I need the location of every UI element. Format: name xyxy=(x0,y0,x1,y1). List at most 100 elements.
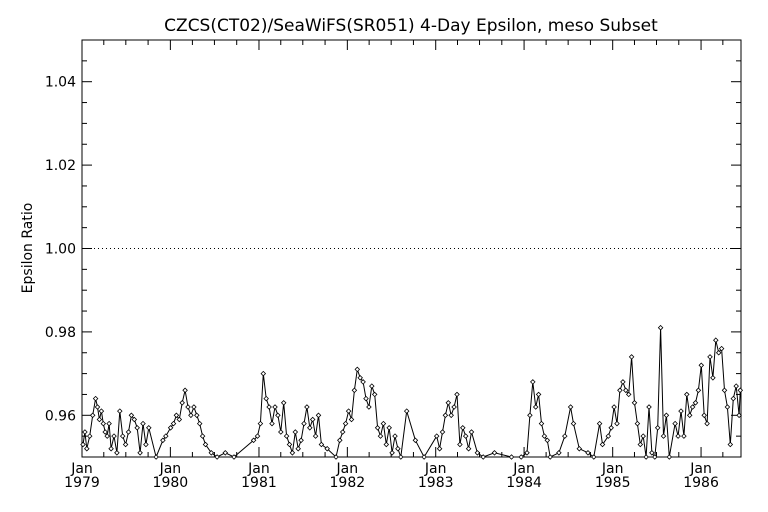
data-point xyxy=(301,420,307,427)
y-tick-label: 0.96 xyxy=(45,408,76,424)
data-point xyxy=(202,441,209,448)
data-point xyxy=(421,454,427,460)
data-point xyxy=(462,433,469,439)
data-point xyxy=(657,324,664,331)
data-point xyxy=(625,391,632,398)
data-point xyxy=(675,433,681,439)
x-tick-month-label: Jan xyxy=(601,461,624,477)
data-point xyxy=(125,429,132,435)
data-point xyxy=(530,379,536,385)
data-point xyxy=(386,425,392,431)
data-point xyxy=(143,441,149,448)
x-tick-year-label: 1982 xyxy=(330,475,366,491)
data-point xyxy=(263,395,269,402)
data-point xyxy=(360,379,366,385)
data-point xyxy=(128,412,135,419)
data-point xyxy=(663,412,670,419)
data-point xyxy=(89,412,96,419)
data-point xyxy=(454,391,460,398)
data-point xyxy=(623,387,629,394)
data-point xyxy=(468,429,475,435)
data-point xyxy=(146,425,152,431)
data-point xyxy=(100,420,107,427)
x-tick-month-label: Jan xyxy=(159,461,182,477)
data-point xyxy=(640,433,646,439)
x-tick-year-label: 1979 xyxy=(64,475,100,491)
data-point xyxy=(254,433,261,439)
data-point xyxy=(96,416,103,423)
data-point xyxy=(599,441,606,448)
data-point xyxy=(292,429,299,435)
data-point xyxy=(199,433,206,439)
data-point xyxy=(701,412,707,419)
data-point xyxy=(160,437,166,444)
x-tick-month-label: Jan xyxy=(512,461,535,477)
data-point xyxy=(278,429,284,435)
data-point xyxy=(433,433,440,439)
x-tick-year-label: 1986 xyxy=(683,475,719,491)
data-point xyxy=(170,420,177,427)
data-point xyxy=(652,454,658,460)
data-point xyxy=(324,445,330,452)
data-point xyxy=(524,450,530,456)
data-point xyxy=(451,404,457,410)
data-point xyxy=(684,391,690,398)
data-point xyxy=(167,425,174,431)
data-point xyxy=(231,454,237,460)
data-point xyxy=(678,408,684,414)
data-point xyxy=(92,395,99,402)
data-point xyxy=(474,450,481,456)
data-point xyxy=(541,433,548,439)
data-point xyxy=(576,445,583,452)
data-point xyxy=(733,383,739,389)
data-point xyxy=(289,450,296,456)
data-point xyxy=(208,450,215,456)
data-point xyxy=(82,429,88,435)
data-point xyxy=(617,387,623,394)
data-point xyxy=(538,420,545,427)
data-point xyxy=(730,395,737,402)
data-point xyxy=(222,450,229,456)
x-tick-month-label: Jan xyxy=(424,461,447,477)
data-point xyxy=(442,412,449,419)
data-point xyxy=(556,450,562,456)
data-point xyxy=(710,375,716,381)
y-tick-label: 1.00 xyxy=(45,242,76,258)
data-point xyxy=(84,445,90,452)
data-point xyxy=(86,433,93,439)
data-point xyxy=(269,420,275,427)
x-tick-month-label: Jan xyxy=(336,461,359,477)
data-point xyxy=(312,433,319,439)
data-point xyxy=(527,412,533,419)
data-point xyxy=(80,441,86,448)
data-point xyxy=(608,425,614,431)
data-point xyxy=(111,433,117,439)
data-point xyxy=(371,391,378,398)
data-point xyxy=(389,450,395,456)
y-axis-label: Epsilon Ratio xyxy=(20,203,36,294)
data-point xyxy=(643,454,649,460)
data-point xyxy=(194,412,200,419)
data-point xyxy=(666,454,673,460)
data-point xyxy=(348,416,355,423)
data-point xyxy=(585,450,591,456)
data-point xyxy=(102,429,108,435)
plot-area: 0.960.981.001.021.04Jan1979Jan1980Jan198… xyxy=(45,39,744,491)
data-point xyxy=(153,454,159,460)
x-tick-year-label: 1983 xyxy=(418,475,454,491)
data-point xyxy=(436,445,443,452)
data-point xyxy=(315,412,322,419)
data-point xyxy=(104,433,110,439)
data-point xyxy=(354,366,361,373)
data-point xyxy=(363,395,369,402)
data-point xyxy=(191,404,197,410)
data-point xyxy=(275,412,281,419)
data-point xyxy=(547,454,553,460)
data-point xyxy=(591,454,597,460)
data-point xyxy=(695,387,702,394)
data-point xyxy=(108,445,114,452)
data-point xyxy=(366,404,372,410)
data-point xyxy=(345,408,352,414)
data-point xyxy=(620,379,626,385)
data-point xyxy=(182,387,188,394)
